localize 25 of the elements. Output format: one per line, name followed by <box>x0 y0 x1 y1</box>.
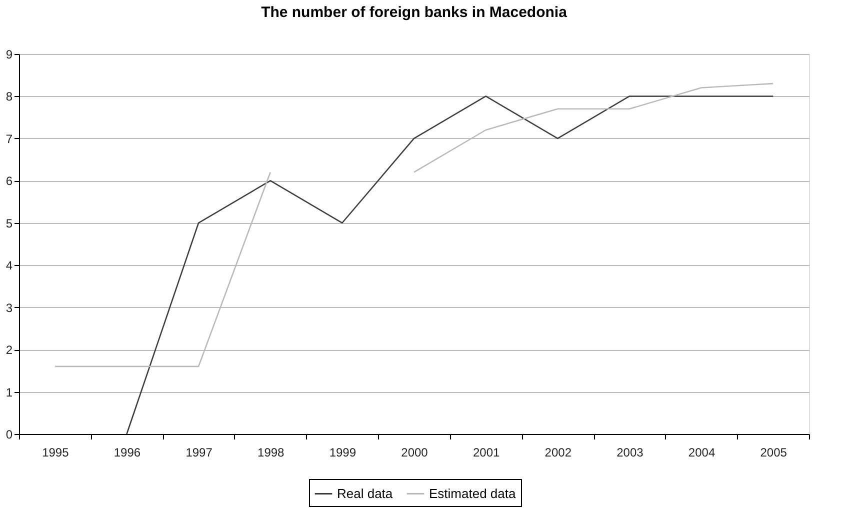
legend-label: Estimated data <box>429 486 516 501</box>
x-tick-label: 2005 <box>760 446 788 460</box>
x-tick-label: 2002 <box>544 446 572 460</box>
x-tick-label: 2000 <box>401 446 428 460</box>
x-tick-label: 1996 <box>114 446 141 460</box>
x-tick-label: 1995 <box>42 446 70 460</box>
x-tick-label: 1999 <box>329 446 356 460</box>
legend-label: Real data <box>337 486 394 501</box>
line-series <box>126 96 774 435</box>
x-tick-label: 1997 <box>186 446 213 460</box>
y-tick-label: 1 <box>6 385 13 400</box>
chart-title: The number of foreign banks in Macedonia <box>261 4 568 21</box>
y-tick-label: 4 <box>6 258 13 273</box>
y-tick-label: 0 <box>6 428 13 442</box>
y-tick-label: 9 <box>6 48 13 62</box>
y-tick-label: 3 <box>6 300 13 315</box>
y-tick-label: 2 <box>6 343 13 358</box>
x-tick-label: 2001 <box>472 446 500 460</box>
y-tick-label: 6 <box>6 174 13 188</box>
y-tick-label: 8 <box>6 90 13 104</box>
y-tick-label: 5 <box>6 216 13 230</box>
y-tick-label: 7 <box>6 132 13 146</box>
x-tick-label: 1998 <box>258 446 285 460</box>
x-tick-label: 2004 <box>688 446 716 460</box>
x-tick-label: 2003 <box>616 446 644 460</box>
